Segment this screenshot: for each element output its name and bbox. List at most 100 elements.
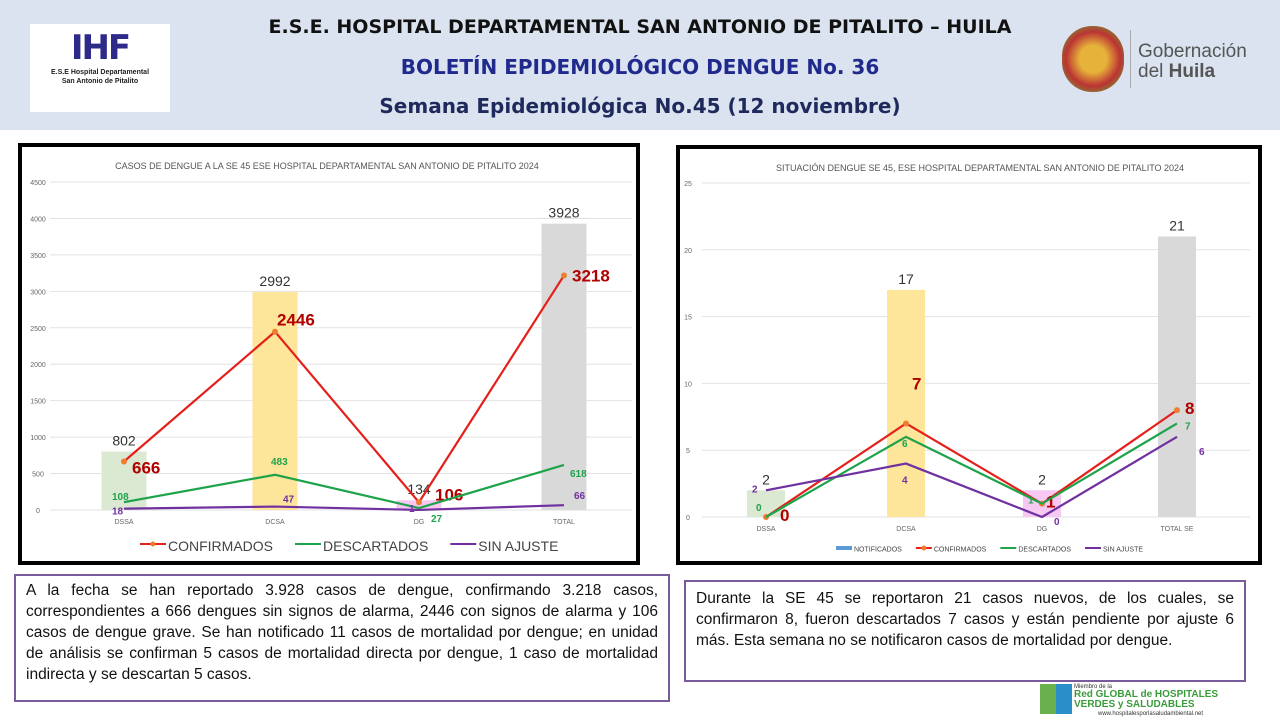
data-label: 3218	[572, 266, 610, 285]
gob-text-bold: Huila	[1168, 61, 1216, 82]
bar-value-label: 2992	[259, 273, 290, 289]
logo-caption: San Antonio de Pitalito	[61, 78, 139, 85]
data-label: 1	[409, 504, 415, 515]
x-tick-label: DCSA	[265, 519, 285, 526]
chart-svg: CASOS DE DENGUE A LA SE 45 ESE HOSPITAL …	[30, 161, 632, 554]
bar-value-label: 2	[762, 471, 770, 487]
data-label: 6	[902, 439, 908, 450]
bar	[887, 289, 925, 517]
legend-label: SIN AJUSTE	[1103, 547, 1143, 554]
divider	[1130, 30, 1131, 88]
data-label: 666	[132, 458, 160, 477]
x-tick-label: DG	[414, 519, 425, 526]
chart-week: SITUACIÓN DENGUE SE 45, ESE HOSPITAL DEP…	[676, 145, 1262, 565]
bar	[541, 223, 587, 510]
series-line-confirmados	[765, 409, 1178, 518]
y-tick-label: 1500	[30, 399, 46, 406]
legend-marker	[921, 545, 927, 551]
series-line-descartados	[123, 463, 565, 510]
legend-label: SIN AJUSTE	[478, 538, 558, 554]
data-label: 47	[283, 495, 295, 506]
legend-swatch	[836, 546, 852, 550]
chart-title: CASOS DE DENGUE A LA SE 45 ESE HOSPITAL …	[115, 161, 539, 171]
gob-text: del	[1138, 61, 1169, 82]
legend-label: CONFIRMADOS	[168, 538, 273, 554]
data-label: 7	[1185, 421, 1191, 432]
legend-label: DESCARTADOS	[323, 538, 428, 554]
bar	[1158, 236, 1196, 517]
series-line-sin-ajuste	[765, 435, 1178, 519]
bar-value-label: 2	[1038, 471, 1046, 487]
header-banner: IHF E.S.E Hospital Departamental San Ant…	[0, 0, 1280, 130]
data-label: 8	[1185, 399, 1194, 418]
bar-value-label: 17	[898, 271, 914, 287]
bulletin-title: BOLETÍN EPIDEMIOLÓGICO DENGUE No. 36	[400, 55, 880, 79]
data-label: 1	[1028, 496, 1034, 507]
data-point	[1174, 407, 1180, 414]
data-point	[903, 420, 909, 427]
data-point	[416, 499, 422, 506]
y-tick-label: 10	[684, 381, 692, 388]
y-tick-label: 500	[32, 472, 44, 479]
legend-label: CONFIRMADOS	[934, 547, 987, 554]
x-tick-label: DG	[1037, 526, 1048, 533]
x-tick-label: DCSA	[896, 526, 916, 533]
data-label: 27	[431, 514, 443, 525]
data-label: 0	[1054, 517, 1060, 528]
green-hospitals-logo: Miembro de la Red GLOBAL de HOSPITALES VE…	[1040, 684, 1240, 720]
legend-label: DESCARTADOS	[1018, 547, 1071, 554]
bar	[252, 291, 298, 510]
y-tick-label: 0	[36, 508, 40, 515]
series-line-confirmados	[123, 274, 565, 505]
series-line-sin-ajuste	[123, 504, 565, 512]
chart-svg: SITUACIÓN DENGUE SE 45, ESE HOSPITAL DEP…	[684, 163, 1250, 554]
series-line-descartados	[765, 422, 1178, 518]
data-label: 2446	[277, 311, 315, 330]
logo-line: VERDES y SALUDABLES	[1074, 699, 1195, 710]
data-point	[272, 328, 278, 335]
x-tick-label: TOTAL	[553, 519, 575, 526]
summary-cumulative: A la fecha se han reportado 3.928 casos …	[14, 574, 670, 702]
data-label: 18	[112, 507, 124, 518]
y-tick-label: 15	[684, 315, 692, 322]
chart-title: SITUACIÓN DENGUE SE 45, ESE HOSPITAL DEP…	[776, 163, 1184, 173]
data-label: 6	[1199, 447, 1205, 458]
data-label: 0	[756, 503, 762, 514]
y-tick-label: 20	[684, 248, 692, 255]
bar-value-label: 3928	[548, 205, 579, 221]
logo-text: Red GLOBAL de HOSPITALES VERDES y SALUDAB…	[1074, 690, 1218, 710]
hospital-title: E.S.E. HOSPITAL DEPARTAMENTAL SAN ANTONI…	[268, 16, 1012, 38]
crest-icon	[1062, 26, 1124, 92]
data-point	[121, 458, 127, 465]
legend-label: NOTIFICADOS	[854, 547, 902, 554]
data-label: 106	[435, 485, 463, 504]
logo-line: Red GLOBAL de HOSPITALES	[1074, 689, 1219, 700]
y-tick-label: 1000	[30, 435, 46, 442]
chart-cumulative: CASOS DE DENGUE A LA SE 45 ESE HOSPITAL …	[18, 143, 640, 565]
y-tick-label: 0	[686, 515, 690, 522]
y-tick-label: 3500	[30, 253, 46, 260]
data-label: 2	[752, 484, 758, 495]
x-tick-label: DSSA	[756, 526, 775, 533]
logo-caption: E.S.E Hospital Departamental	[50, 69, 150, 76]
logo-url: www.hospitalesporlasaludambiental.net	[1098, 711, 1204, 717]
x-tick-label: TOTAL SE	[1161, 526, 1194, 533]
y-tick-label: 2500	[30, 326, 46, 333]
hospital-logo-mark: IHF	[70, 28, 131, 68]
legend-marker	[150, 541, 156, 547]
y-tick-label: 5	[686, 448, 690, 455]
data-label: 108	[112, 492, 129, 503]
bar-value-label: 802	[112, 433, 136, 449]
data-label: 483	[271, 457, 288, 468]
y-tick-label: 3000	[30, 289, 46, 296]
data-label: 1	[1046, 493, 1055, 512]
data-point	[561, 272, 567, 279]
bar-value-label: 21	[1169, 217, 1185, 233]
data-label: 4	[902, 476, 908, 487]
week-subtitle: Semana Epidemiológica No.45 (12 noviembr…	[379, 94, 901, 118]
hospital-logo: IHF E.S.E Hospital Departamental San Ant…	[30, 24, 170, 112]
y-tick-label: 4000	[30, 216, 46, 223]
network-logo-icon	[1040, 684, 1072, 714]
summary-week: Durante la SE 45 se reportaron 21 casos …	[684, 580, 1246, 682]
y-tick-label: 2000	[30, 362, 46, 369]
